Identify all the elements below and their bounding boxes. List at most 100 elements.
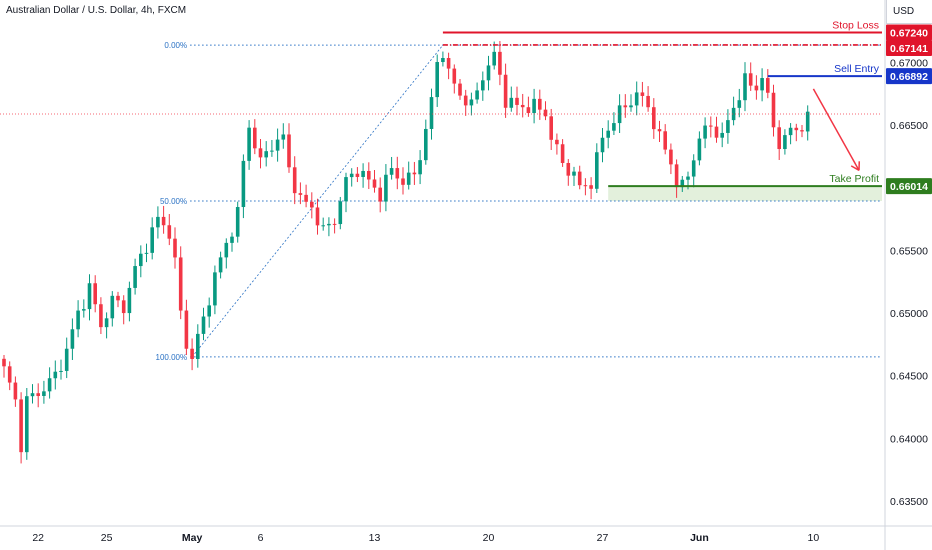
candle[interactable] (424, 119, 428, 165)
candle[interactable] (264, 141, 268, 167)
candle[interactable] (87, 274, 92, 321)
candle[interactable] (543, 101, 548, 121)
candle[interactable] (629, 94, 633, 112)
candle[interactable] (771, 84, 776, 137)
candle[interactable] (783, 129, 787, 155)
candle[interactable] (395, 156, 400, 190)
candle[interactable] (617, 94, 622, 134)
candle[interactable] (93, 275, 97, 313)
candle[interactable] (258, 138, 263, 169)
candle[interactable] (104, 312, 109, 339)
candle[interactable] (7, 361, 12, 391)
candle[interactable] (737, 88, 742, 118)
candle[interactable] (156, 206, 160, 239)
candle[interactable] (697, 131, 702, 166)
candle[interactable] (634, 81, 639, 116)
candle[interactable] (646, 86, 650, 112)
trade-levels[interactable]: Stop Loss Sell Entry Take Profit (0, 20, 882, 188)
candle[interactable] (406, 161, 411, 190)
candle[interactable] (241, 154, 246, 219)
candle[interactable] (178, 246, 183, 320)
candle[interactable] (538, 89, 542, 120)
currency-button[interactable]: USD (886, 0, 932, 24)
candle[interactable] (13, 376, 18, 407)
candle[interactable] (253, 119, 257, 155)
candle[interactable] (116, 291, 120, 308)
candle[interactable] (674, 159, 679, 198)
candle[interactable] (503, 63, 508, 118)
candle[interactable] (372, 169, 377, 193)
candle[interactable] (30, 384, 35, 404)
candle[interactable] (161, 205, 166, 234)
candle[interactable] (577, 165, 582, 190)
candle[interactable] (663, 124, 667, 155)
candle[interactable] (53, 360, 58, 390)
candle[interactable] (680, 175, 685, 192)
candle[interactable] (800, 125, 804, 138)
candle[interactable] (304, 184, 308, 208)
candle[interactable] (612, 112, 616, 136)
candle[interactable] (566, 159, 571, 186)
candle[interactable] (139, 245, 143, 278)
candle[interactable] (731, 96, 736, 126)
candle[interactable] (606, 120, 610, 149)
candle[interactable] (150, 217, 154, 260)
candle[interactable] (788, 123, 793, 145)
candle[interactable] (463, 89, 468, 116)
candle[interactable] (110, 291, 115, 327)
candles[interactable] (2, 41, 810, 464)
candle[interactable] (321, 217, 325, 231)
candle[interactable] (555, 133, 559, 155)
candle[interactable] (691, 154, 696, 188)
candle[interactable] (338, 196, 343, 230)
candle[interactable] (64, 337, 69, 379)
candle[interactable] (36, 383, 40, 408)
candle[interactable] (287, 123, 291, 173)
candle[interactable] (127, 281, 132, 322)
candle[interactable] (292, 156, 297, 205)
candle[interactable] (600, 128, 605, 163)
candle[interactable] (361, 163, 365, 188)
candle[interactable] (458, 79, 462, 100)
candle[interactable] (19, 392, 23, 464)
candle[interactable] (726, 109, 730, 144)
candle[interactable] (173, 227, 177, 269)
candle[interactable] (743, 62, 747, 112)
candle[interactable] (475, 82, 479, 104)
candle[interactable] (378, 177, 382, 213)
candle[interactable] (201, 307, 206, 341)
candle[interactable] (703, 117, 707, 149)
candle[interactable] (224, 238, 229, 269)
candle[interactable] (589, 177, 593, 200)
candle[interactable] (133, 258, 137, 295)
candle[interactable] (526, 96, 531, 117)
candle[interactable] (657, 120, 662, 142)
candle[interactable] (42, 380, 46, 404)
candle[interactable] (446, 52, 451, 80)
candle[interactable] (515, 86, 519, 116)
candle[interactable] (332, 218, 337, 234)
candle[interactable] (595, 143, 599, 193)
candle[interactable] (218, 251, 223, 279)
candle[interactable] (275, 128, 280, 162)
candle[interactable] (355, 167, 360, 183)
candle[interactable] (469, 92, 474, 116)
candle[interactable] (310, 192, 314, 219)
candle[interactable] (623, 94, 628, 118)
candle[interactable] (235, 201, 240, 243)
candle[interactable] (583, 178, 588, 196)
candle[interactable] (766, 69, 770, 99)
candle[interactable] (760, 68, 764, 102)
candle[interactable] (492, 41, 496, 70)
candle[interactable] (714, 116, 719, 143)
candle[interactable] (384, 164, 388, 212)
candle[interactable] (213, 265, 217, 315)
candle[interactable] (298, 182, 303, 205)
candle[interactable] (25, 387, 29, 460)
candle[interactable] (441, 51, 445, 67)
candle[interactable] (777, 120, 781, 160)
candle[interactable] (532, 88, 536, 124)
candle[interactable] (82, 299, 86, 318)
candle[interactable] (270, 139, 274, 157)
